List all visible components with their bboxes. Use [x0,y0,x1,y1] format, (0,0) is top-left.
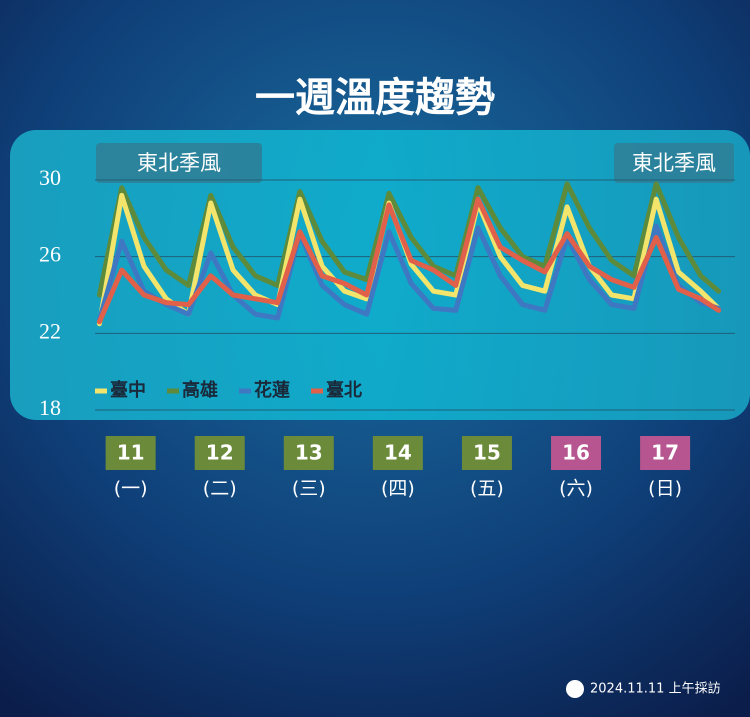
x-tick-box [105,436,156,470]
legend-label: 臺中 [110,379,146,401]
annotation-box [96,143,262,183]
chart-panel [10,130,750,420]
x-tick-label: 11 [117,441,145,465]
x-tick-label: 17 [651,441,679,465]
legend-label: 高雄 [182,379,218,401]
weekday-label: (四) [381,478,415,500]
x-tick-box [372,436,423,470]
logo [566,680,584,698]
x-tick-label: 16 [562,441,590,465]
annotation: 東北季風 [632,151,716,175]
x-tick-label: 15 [473,441,501,465]
x-tick-box [461,436,512,470]
series-line [96,196,722,325]
annotation: 東北季風 [137,151,221,175]
x-tick-label: 14 [384,441,412,465]
x-tick-label: 13 [295,441,323,465]
weekday-label: (一) [114,478,148,500]
legend-label: 臺北 [326,379,362,401]
y-tick-label: 18 [39,395,61,420]
x-tick-box [551,436,602,470]
weekday-label: (日) [648,478,682,500]
weekday-label: (三) [292,478,326,500]
chart-title: 一週溫度趨勢 [255,75,495,121]
weekday-label: (二) [203,478,237,500]
x-tick-box [283,436,334,470]
x-tick-box [640,436,691,470]
series-line [96,223,722,323]
x-tick-label: 12 [206,441,234,465]
weekday-label: (五) [470,478,504,500]
series-line [96,181,722,298]
y-tick-label: 30 [39,165,61,190]
weekday-label: (六) [559,478,593,500]
y-tick-label: 22 [39,318,61,343]
annotation-box [614,143,734,183]
legend-label: 花蓮 [254,379,290,401]
x-tick-box [194,436,245,470]
footer: 2024.11.11 上午採訪 [590,681,721,697]
y-tick-label: 26 [39,242,61,267]
series-line [96,192,722,327]
